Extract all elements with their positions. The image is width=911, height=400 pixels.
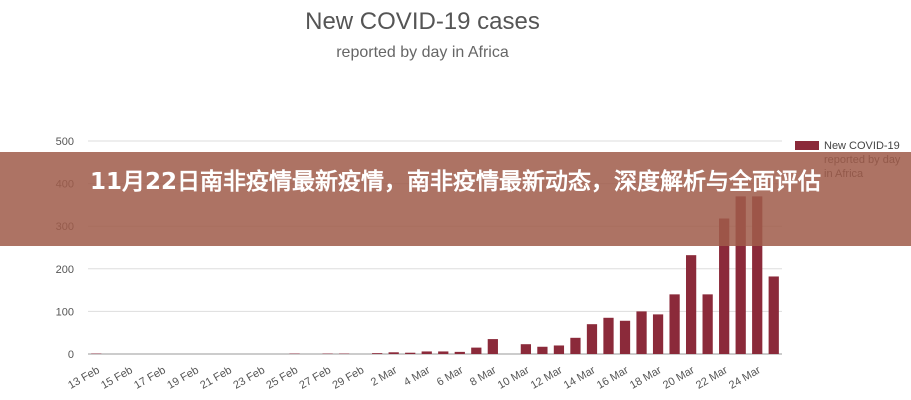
bar	[752, 196, 763, 354]
bar	[372, 353, 383, 354]
x-tick-label: 8 Mar	[468, 364, 499, 389]
x-tick-label: 15 Feb	[99, 364, 135, 392]
x-tick-label: 17 Feb	[132, 364, 168, 392]
bar	[520, 344, 532, 354]
x-tick-label: 12 Mar	[529, 364, 565, 392]
bar	[719, 218, 730, 354]
y-tick-label: 500	[56, 136, 74, 148]
x-tick-label: 23 Feb	[231, 364, 267, 392]
bar	[388, 352, 399, 354]
bar	[537, 346, 548, 354]
x-tick-label: 19 Feb	[165, 364, 201, 392]
x-tick-label: 4 Mar	[402, 364, 433, 389]
x-tick-label: 6 Mar	[435, 364, 466, 389]
bar	[652, 314, 664, 354]
y-tick-label: 100	[56, 306, 74, 318]
x-tick-label: 10 Mar	[496, 364, 532, 392]
chart-subtitle: reported by day in Africa	[336, 44, 509, 61]
bar	[553, 345, 565, 354]
x-tick-label: 20 Mar	[661, 364, 697, 392]
bar	[669, 294, 680, 354]
chart-title: New COVID-19 cases	[305, 8, 540, 35]
bar	[487, 339, 498, 354]
bar	[471, 347, 482, 354]
x-tick-label: 13 Feb	[66, 364, 102, 392]
x-tick-label: 21 Feb	[198, 364, 234, 392]
x-tick-label: 24 Mar	[727, 364, 763, 392]
bar	[685, 255, 697, 354]
bar	[619, 320, 631, 354]
bars	[91, 196, 779, 354]
x-tick-label: 25 Feb	[264, 364, 300, 392]
bar	[405, 352, 416, 354]
bar	[603, 317, 614, 354]
bar	[421, 351, 432, 354]
y-tick-label: 0	[68, 349, 74, 361]
bar	[438, 351, 449, 354]
headline-text: 11月22日南非疫情最新疫情，南非疫情最新动态，深度解析与全面评估	[89, 169, 821, 195]
bar	[570, 337, 581, 354]
bar	[735, 196, 746, 354]
bar	[702, 294, 713, 354]
bar	[586, 324, 598, 354]
headline-banner: 11月22日南非疫情最新疫情，南非疫情最新动态，深度解析与全面评估	[0, 152, 911, 246]
x-tick-label: 22 Mar	[694, 364, 730, 392]
x-tick-label: 29 Feb	[330, 364, 366, 392]
y-tick-label: 200	[56, 264, 74, 276]
x-tick-label: 2 Mar	[369, 364, 400, 389]
bar	[636, 311, 647, 354]
x-tick-label: 16 Mar	[595, 364, 631, 392]
bar	[454, 351, 465, 354]
x-tick-label: 18 Mar	[628, 364, 664, 392]
bar	[768, 276, 779, 354]
x-tick-label: 27 Feb	[297, 364, 333, 392]
legend-swatch	[795, 141, 819, 150]
x-tick-label: 14 Mar	[562, 364, 598, 392]
